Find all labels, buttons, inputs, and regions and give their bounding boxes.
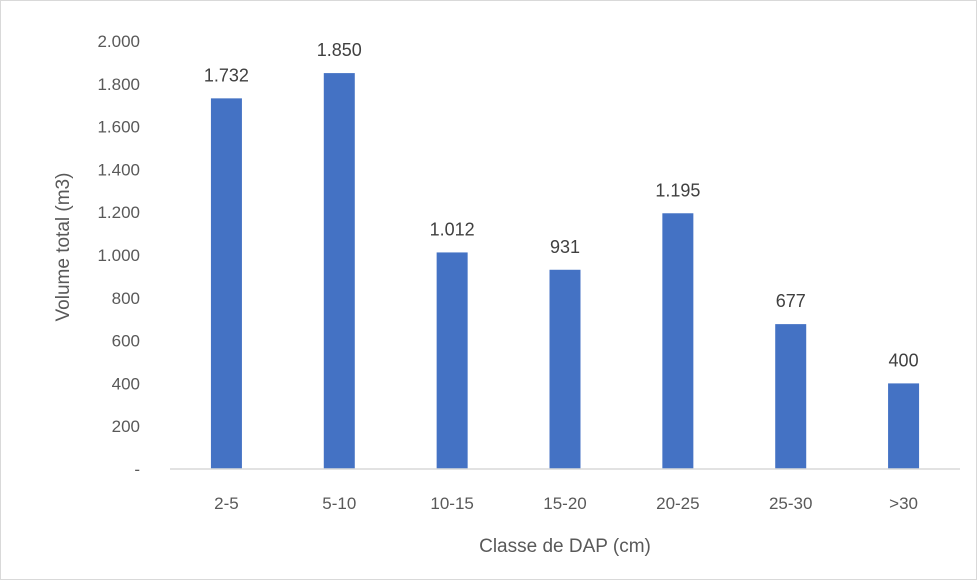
bar xyxy=(210,98,242,470)
y-tick-label: 1.800 xyxy=(97,75,140,94)
x-tick-label: 20-25 xyxy=(656,494,699,513)
data-label: 1.012 xyxy=(430,219,475,239)
data-label: 1.850 xyxy=(317,40,362,60)
y-tick-label: 200 xyxy=(112,417,140,436)
x-axis-ticks: 2-5 5-10 10-15 15-20 20-25 25-30 >30 xyxy=(214,494,918,513)
y-tick-label: 1.600 xyxy=(97,118,140,137)
x-tick-label: 10-15 xyxy=(430,494,473,513)
data-label: 677 xyxy=(776,291,806,311)
y-axis-ticks: - 200 400 600 800 1.000 1.200 1.400 1.600 1.800 2.… xyxy=(97,32,140,479)
data-label: 400 xyxy=(889,350,919,370)
y-tick-label: 600 xyxy=(112,332,140,351)
x-axis-title: Classe de DAP (cm) xyxy=(479,536,651,557)
bar xyxy=(323,73,355,469)
bars xyxy=(210,73,920,470)
y-tick-label: 1.200 xyxy=(97,203,140,222)
bar xyxy=(775,324,807,469)
y-tick-label: 2.000 xyxy=(97,32,140,51)
bar xyxy=(888,383,920,469)
x-tick-label: 2-5 xyxy=(214,494,239,513)
data-labels: 1.732 1.850 1.012 931 1.195 677 400 xyxy=(204,40,919,370)
x-tick-label: 5-10 xyxy=(322,494,356,513)
y-tick-label: 1.000 xyxy=(97,246,140,265)
x-tick-label: >30 xyxy=(889,494,918,513)
bar xyxy=(662,213,694,469)
y-tick-label: - xyxy=(134,460,140,479)
x-tick-label: 15-20 xyxy=(543,494,586,513)
bar xyxy=(436,252,468,469)
data-label: 1.195 xyxy=(655,180,700,200)
bar xyxy=(549,269,581,469)
y-tick-label: 1.400 xyxy=(97,160,140,179)
x-tick-label: 25-30 xyxy=(769,494,812,513)
data-label: 1.732 xyxy=(204,65,249,85)
y-tick-label: 800 xyxy=(112,289,140,308)
y-axis-title: Volume total (m3) xyxy=(53,173,74,322)
y-tick-label: 400 xyxy=(112,374,140,393)
data-label: 931 xyxy=(550,237,580,257)
